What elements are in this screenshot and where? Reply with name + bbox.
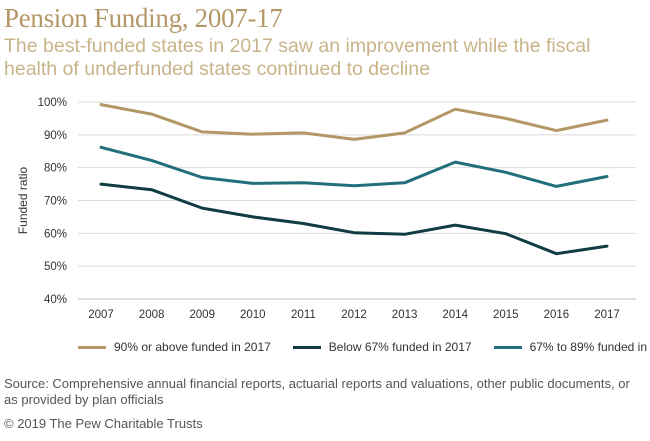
y-tick-label: 100% bbox=[38, 97, 67, 109]
y-tick-label: 80% bbox=[44, 163, 67, 175]
x-tick-label: 2013 bbox=[392, 309, 418, 321]
y-tick-label: 50% bbox=[44, 261, 67, 273]
x-tick-label: 2009 bbox=[189, 309, 215, 321]
source-note: Source: Comprehensive annual financial r… bbox=[4, 376, 630, 407]
series-line bbox=[99, 103, 609, 141]
y-tick-label: 70% bbox=[44, 196, 67, 208]
y-tick-label: 90% bbox=[44, 130, 67, 142]
x-tick-label: 2010 bbox=[240, 309, 266, 321]
chart-subtitle: The best-funded states in 2017 saw an im… bbox=[4, 35, 591, 80]
legend-item: 67% to 89% funded in 2017 bbox=[493, 340, 650, 354]
legend-label: 67% to 89% funded in 2017 bbox=[529, 340, 650, 354]
legend-item: Below 67% funded in 2017 bbox=[292, 340, 472, 354]
copyright-note: © 2019 The Pew Charitable Trusts bbox=[4, 416, 203, 431]
y-axis-label: Funded ratio bbox=[16, 166, 30, 234]
y-tick-label: 60% bbox=[44, 228, 67, 240]
y-tick-label: 40% bbox=[44, 294, 67, 306]
legend-swatch bbox=[292, 345, 321, 349]
x-tick-label: 2011 bbox=[291, 309, 316, 321]
legend-label: 90% or above funded in 2017 bbox=[114, 340, 271, 354]
x-tick-label: 2007 bbox=[88, 309, 114, 321]
legend: 90% or above funded in 2017 Below 67% fu… bbox=[78, 340, 650, 354]
x-tick-label: 2015 bbox=[493, 309, 519, 321]
x-tick-label: 2012 bbox=[341, 309, 367, 321]
x-tick-label: 2008 bbox=[139, 309, 165, 321]
legend-item: 90% or above funded in 2017 bbox=[78, 340, 271, 354]
chart-title: Pension Funding, 2007-17 bbox=[4, 3, 283, 33]
series-line bbox=[99, 145, 609, 188]
series-line bbox=[99, 182, 609, 256]
legend-swatch bbox=[78, 345, 106, 349]
legend-label: Below 67% funded in 2017 bbox=[328, 340, 472, 354]
x-tick-label: 2014 bbox=[442, 309, 468, 321]
line-chart: 40% 50% 60% 70% 80% 90% 100% 2007 2008 2009 2010 20… bbox=[16, 97, 636, 321]
x-tick-label: 2016 bbox=[544, 309, 570, 321]
x-tick-label: 2017 bbox=[594, 309, 620, 321]
legend-swatch bbox=[493, 345, 522, 349]
